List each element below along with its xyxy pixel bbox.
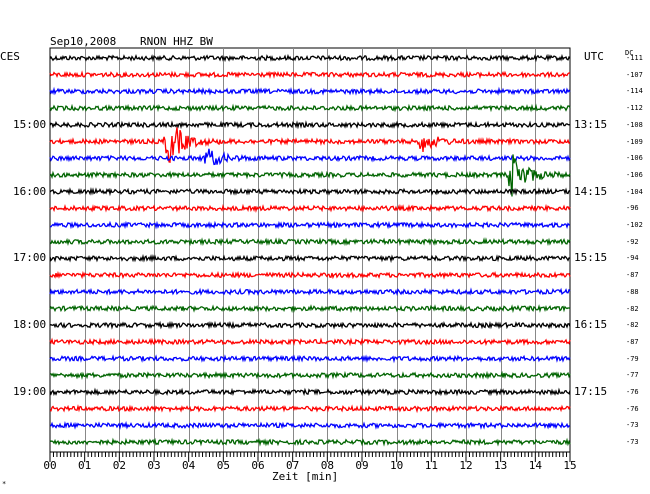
x-tick-label: 11 — [424, 459, 438, 472]
dc-offset-label: -108 — [626, 120, 643, 129]
time-axis — [49, 451, 571, 462]
dc-offset-label: -106 — [626, 154, 643, 163]
right-hour-label: 15:15 — [574, 251, 608, 265]
seismic-trace-line — [49, 237, 571, 247]
seismic-trace-line — [49, 270, 571, 280]
date-label: Sep10,2008 — [50, 35, 117, 48]
right-hour-label: 16:15 — [574, 318, 608, 332]
seismic-trace-line — [49, 53, 571, 63]
seismic-trace-line — [49, 187, 571, 197]
right-hour-label: 17:15 — [574, 385, 608, 398]
dc-offset-label: -73 — [626, 438, 639, 447]
seismic-trace-line — [49, 387, 571, 397]
dc-offset-label: -102 — [626, 221, 643, 229]
left-hour-label: 16:00 — [13, 184, 47, 198]
seismic-trace-line — [49, 120, 571, 130]
dc-offset-label: -92 — [626, 237, 639, 246]
dc-offset-label: -79 — [626, 354, 639, 363]
seismic-trace-line — [49, 337, 571, 347]
right-hour-label: 13:15 — [574, 117, 608, 131]
seismic-trace-line — [50, 220, 571, 230]
x-tick-label: 05 — [216, 459, 230, 472]
dc-offset-label: -104 — [626, 187, 643, 196]
x-axis-title: Zeit [min] — [272, 470, 339, 483]
x-tick-label: 12 — [459, 459, 473, 472]
left-hour-label: 17:00 — [13, 251, 47, 265]
dc-offset-label: -96 — [626, 204, 639, 213]
x-tick-label: 07 — [286, 459, 300, 472]
right-timezone-label: UTC — [584, 50, 604, 63]
left-hour-label: 19:00 — [13, 385, 47, 398]
left-hour-label: 18:00 — [13, 318, 47, 332]
x-tick-label: 00 — [43, 459, 57, 472]
left-hour-label: 15:00 — [13, 117, 47, 131]
dc-label: DC — [625, 49, 634, 57]
footer-mark: * — [2, 480, 7, 488]
x-tick-label: 14 — [528, 459, 542, 472]
dc-offset-label: -94 — [626, 254, 639, 263]
x-tick-label: 13 — [494, 459, 508, 472]
seismic-traces — [49, 53, 571, 447]
dc-offset-label: -76 — [626, 388, 639, 396]
seismic-trace-line — [49, 70, 571, 80]
right-hour-label: 14:15 — [574, 184, 608, 198]
dc-offset-label: -111 — [626, 54, 643, 62]
dc-offset-label: -109 — [626, 137, 643, 146]
dc-offset-label: -76 — [626, 404, 639, 413]
dc-offset-label: -88 — [626, 287, 639, 296]
dc-offset-label: -87 — [626, 271, 639, 280]
seismic-trace-line — [49, 86, 571, 97]
seismic-trace-line — [49, 320, 571, 330]
x-tick-label: 10 — [390, 459, 404, 472]
x-tick-label: 06 — [251, 459, 265, 472]
seismic-trace-line — [49, 420, 571, 430]
seismic-trace-line — [49, 354, 571, 364]
dc-offset-label: -112 — [626, 104, 643, 113]
dc-offset-label: -73 — [626, 421, 639, 430]
x-tick-label: 04 — [182, 459, 196, 472]
station-label: RNON HHZ BW — [140, 35, 213, 48]
dc-offset-label: -87 — [626, 337, 639, 346]
x-tick-label: 15 — [563, 459, 577, 472]
seismic-trace-line — [49, 253, 571, 264]
dc-offset-label: -106 — [626, 170, 643, 179]
seismic-trace-line — [49, 154, 571, 197]
x-tick-label: 08 — [320, 459, 334, 472]
seismic-trace-line — [49, 127, 571, 164]
x-tick-label: 02 — [112, 459, 126, 472]
seismic-trace-line — [49, 304, 571, 314]
x-tick-label: 01 — [78, 459, 92, 472]
seismic-trace-line — [49, 370, 571, 380]
seismic-trace-line — [49, 203, 571, 213]
dc-offset-label: -77 — [626, 371, 639, 380]
dc-offset-label: -107 — [626, 70, 643, 79]
dc-offset-label: -82 — [626, 321, 639, 330]
seismic-trace-line — [49, 103, 571, 113]
x-tick-label: 09 — [355, 459, 369, 472]
grid-lines — [49, 47, 571, 453]
left-timezone-label: CES — [0, 50, 20, 63]
seismic-trace-line — [49, 437, 571, 447]
x-tick-label: 03 — [147, 459, 161, 472]
seismic-trace-line — [49, 148, 571, 166]
dc-offset-label: -82 — [626, 304, 639, 313]
dc-offset-label: -114 — [626, 87, 643, 96]
seismic-trace-line — [49, 287, 571, 297]
seismic-trace-line — [49, 404, 571, 414]
